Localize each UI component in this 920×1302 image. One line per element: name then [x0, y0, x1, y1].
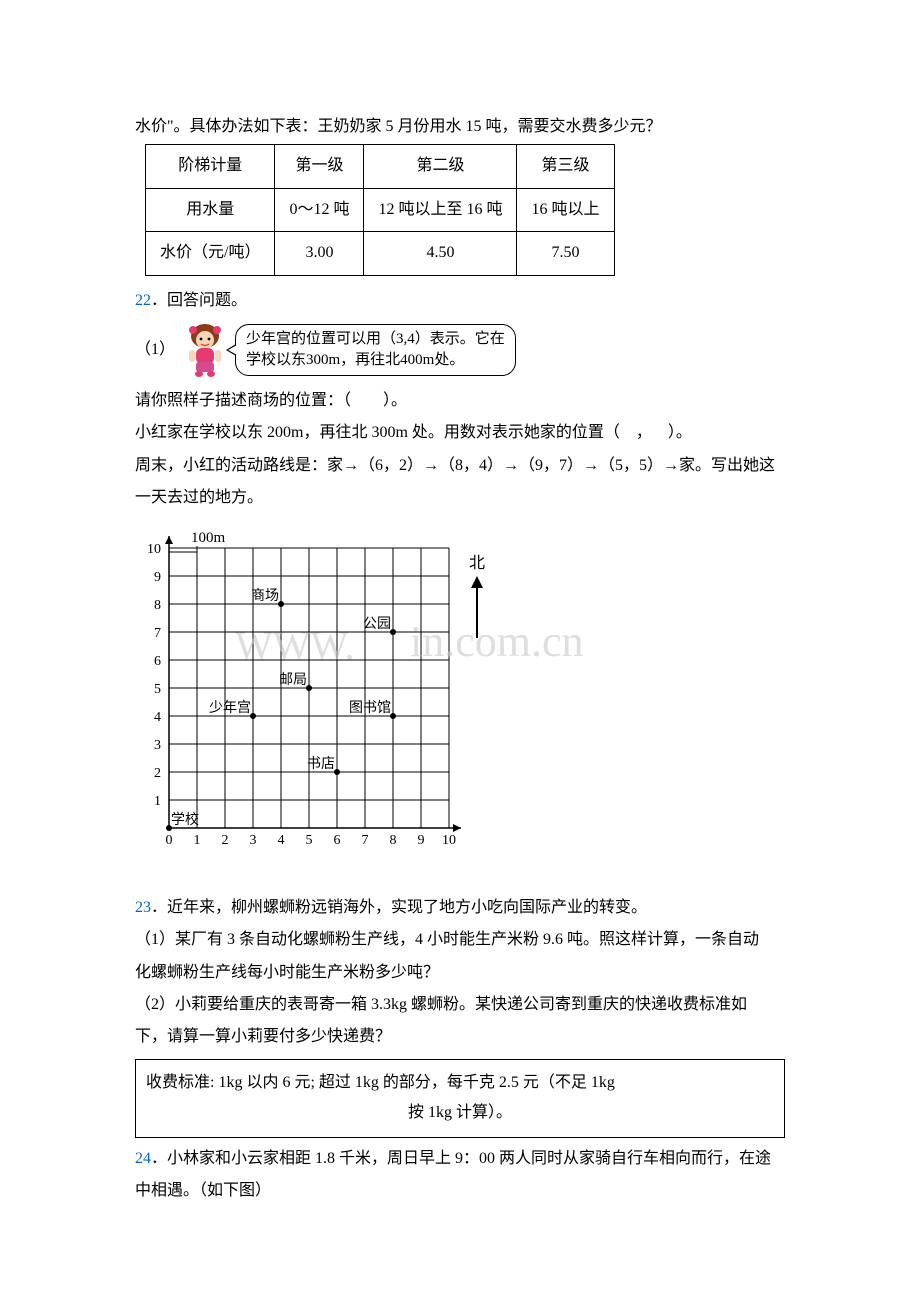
svg-text:6: 6 [154, 654, 161, 669]
svg-text:10: 10 [442, 833, 456, 848]
intro-line: 水价"。具体办法如下表：王奶奶家 5 月份用水 15 吨，需要交水费多少元？ [135, 112, 785, 142]
table-cell: 第二级 [364, 145, 517, 188]
svg-text:2: 2 [222, 833, 229, 848]
table-cell: 4.50 [364, 232, 517, 275]
q22-route2: 一天去过的地方。 [135, 483, 785, 513]
svg-text:商场: 商场 [251, 588, 279, 604]
q22-title: 22．回答问题。 [135, 286, 785, 316]
water-price-table: 阶梯计量 第一级 第二级 第三级 用水量 0～12 吨 12 吨以上至 16 吨… [145, 144, 615, 275]
svg-text:书店: 书店 [307, 756, 335, 772]
q22-text: ．回答问题。 [151, 292, 247, 309]
svg-text:0: 0 [166, 833, 173, 848]
svg-text:8: 8 [390, 833, 397, 848]
q22-number: 22 [135, 292, 151, 309]
girl-icon [181, 322, 229, 378]
q24-text2: 中相遇。（如下图） [135, 1176, 785, 1206]
grid-chart-wrap: WWW. in.com.cn 100m012345678910123456789… [135, 528, 495, 879]
svg-text:100m: 100m [191, 530, 226, 546]
q22-sub1-label: （1） [135, 335, 175, 365]
svg-text:3: 3 [154, 738, 161, 753]
q22-desc: 请你照样子描述商场的位置：（ ）。 [135, 386, 785, 416]
q23-p2b: 下，请算一算小莉要付多少快递费？ [135, 1022, 785, 1052]
q23-title: 23．近年来，柳州螺蛳粉远销海外，实现了地方小吃向国际产业的转变。 [135, 893, 785, 923]
svg-text:2: 2 [154, 766, 161, 781]
table-cell: 16 吨以上 [517, 188, 614, 231]
table-cell: 7.50 [517, 232, 614, 275]
q24-text: ．小林家和小云家相距 1.8 千米，周日早上 9：00 两人同时从家骑自行车相向… [151, 1150, 771, 1167]
svg-text:少年宫: 少年宫 [209, 700, 251, 716]
table-cell: 第三级 [517, 145, 614, 188]
svg-text:4: 4 [154, 710, 161, 725]
speech-bubble: 少年宫的位置可以用（3,4）表示。它在 学校以东300m，再往北400m处。 [235, 324, 516, 376]
svg-text:北: 北 [469, 554, 485, 572]
bubble-line1: 少年宫的位置可以用（3,4）表示。它在 [246, 329, 505, 350]
svg-text:9: 9 [418, 833, 425, 848]
svg-text:图书馆: 图书馆 [349, 700, 391, 716]
speech-bubble-wrap: （1） 少年宫的位置可以用（3,4）表示。它在 学校以东300m，再往北400m… [135, 322, 785, 378]
svg-text:1: 1 [154, 794, 161, 809]
table-cell: 阶梯计量 [146, 145, 275, 188]
svg-text:公园: 公园 [363, 617, 391, 632]
svg-text:6: 6 [334, 833, 341, 848]
svg-text:9: 9 [154, 570, 161, 585]
q23-p2: （2）小莉要给重庆的表哥寄一箱 3.3kg 螺蛳粉。某快递公司寄到重庆的快递收费… [135, 990, 785, 1020]
svg-text:5: 5 [154, 682, 161, 697]
table-cell: 0～12 吨 [275, 188, 364, 231]
q23-number: 23 [135, 899, 151, 916]
svg-text:7: 7 [362, 833, 369, 848]
svg-text:1: 1 [194, 833, 201, 848]
table-cell: 12 吨以上至 16 吨 [364, 188, 517, 231]
svg-text:7: 7 [154, 626, 161, 641]
svg-text:3: 3 [250, 833, 257, 848]
svg-text:10: 10 [147, 542, 161, 557]
q23-p1b: 化螺蛳粉生产线每小时能生产米粉多少吨？ [135, 958, 785, 988]
svg-text:4: 4 [278, 833, 285, 848]
q22-xh: 小红家在学校以东 200m，再往北 300m 处。用数对表示她家的位置（ ， ）… [135, 418, 785, 448]
svg-text:学校: 学校 [171, 811, 199, 828]
q23-text: ．近年来，柳州螺蛳粉远销海外，实现了地方小吃向国际产业的转变。 [151, 899, 647, 916]
table-cell: 水价（元/吨） [146, 232, 275, 275]
fee-line1: 收费标准: 1kg 以内 6 元; 超过 1kg 的部分，每千克 2.5 元（不… [146, 1068, 774, 1098]
q24-title: 24．小林家和小云家相距 1.8 千米，周日早上 9：00 两人同时从家骑自行车… [135, 1144, 785, 1174]
svg-text:8: 8 [154, 598, 161, 613]
bubble-line2: 学校以东300m，再往北400m处。 [246, 350, 505, 371]
grid-svg: 100m 0 1 2 3 4 5 6 7 8 9 10 1 2 3 4 5 6 7 8 9 10 商场公园邮局少年宫 图书馆书… [135, 528, 515, 868]
fee-box: 收费标准: 1kg 以内 6 元; 超过 1kg 的部分，每千克 2.5 元（不… [135, 1059, 785, 1138]
fee-line2: 按 1kg 计算）。 [146, 1098, 774, 1128]
table-cell: 用水量 [146, 188, 275, 231]
svg-text:邮局: 邮局 [279, 672, 307, 688]
q22-route1: 周末，小红的活动路线是：家→（6，2）→（8，4）→（9，7）→（5，5）→家。… [135, 451, 785, 481]
q23-p1: （1）某厂有 3 条自动化螺蛳粉生产线，4 小时能生产米粉 9.6 吨。照这样计… [135, 925, 785, 955]
svg-text:5: 5 [306, 833, 313, 848]
q24-number: 24 [135, 1150, 151, 1167]
table-cell: 第一级 [275, 145, 364, 188]
table-cell: 3.00 [275, 232, 364, 275]
